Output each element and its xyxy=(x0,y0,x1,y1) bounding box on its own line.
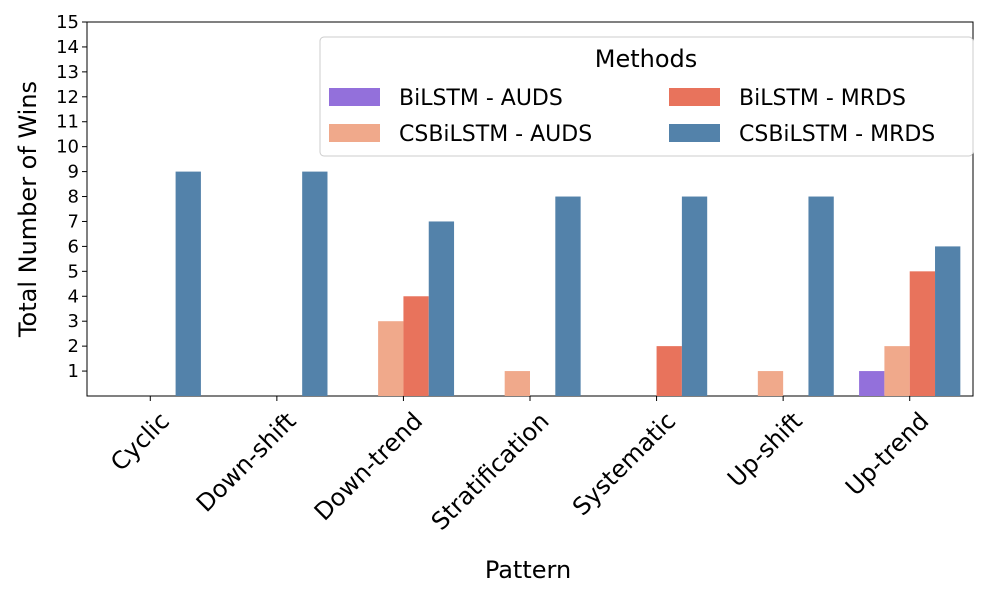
bar xyxy=(935,246,961,396)
y-tick-label: 5 xyxy=(68,261,79,282)
x-axis-ticks: Cyclic Down-shift Down-trendStratification… xyxy=(105,396,934,536)
y-tick-label: 15 xyxy=(56,12,79,33)
bar xyxy=(808,196,834,396)
y-tick-label: 4 xyxy=(68,286,79,307)
bar xyxy=(555,196,581,396)
bar xyxy=(681,196,708,396)
bar xyxy=(302,171,328,396)
y-tick-label: 8 xyxy=(68,187,79,208)
legend-swatch xyxy=(329,88,380,106)
legend: Methods BiLSTM - AUDS BiLSTM - MRDS CSBiLS… xyxy=(319,36,974,157)
x-tick-label: Cyclic xyxy=(105,407,175,477)
x-tick-label: Stratification xyxy=(426,407,555,536)
bar xyxy=(428,221,455,396)
y-tick-label: 12 xyxy=(56,87,79,108)
x-tick-label: Up-shift xyxy=(722,407,808,493)
bar xyxy=(378,321,404,396)
y-tick-label: 14 xyxy=(56,37,79,58)
bar xyxy=(884,346,910,396)
y-axis-title: Total Number of Wins xyxy=(14,81,42,338)
y-tick-label: 13 xyxy=(56,62,79,83)
y-tick-label: 7 xyxy=(68,211,79,232)
bar xyxy=(175,171,201,396)
bars-group xyxy=(175,171,961,396)
y-tick-label: 2 xyxy=(68,336,79,357)
bar xyxy=(504,371,530,396)
bar xyxy=(859,371,885,396)
legend-label: CSBiLSTM - MRDS xyxy=(739,122,935,147)
legend-title: Methods xyxy=(595,45,698,73)
legend-label: BiLSTM - MRDS xyxy=(739,86,906,111)
bar xyxy=(909,271,936,396)
legend-label: CSBiLSTM - AUDS xyxy=(399,122,592,147)
y-tick-label: 10 xyxy=(56,137,79,158)
legend-label: BiLSTM - AUDS xyxy=(399,86,563,111)
x-tick-label: Up-trend xyxy=(840,407,934,501)
legend-swatch xyxy=(329,124,380,142)
x-tick-label: Systematic xyxy=(567,407,681,521)
x-tick-label: Down-shift xyxy=(191,407,302,518)
x-axis-title: Pattern xyxy=(485,556,571,584)
y-tick-label: 9 xyxy=(68,162,79,183)
y-tick-label: 11 xyxy=(56,112,79,133)
legend-frame xyxy=(319,36,974,157)
legend-items: BiLSTM - AUDS BiLSTM - MRDS CSBiLSTM - AUD… xyxy=(329,86,935,147)
y-tick-label: 6 xyxy=(68,236,79,257)
bar xyxy=(403,296,429,396)
y-tick-label: 3 xyxy=(68,311,79,332)
y-tick-label: 1 xyxy=(68,361,79,382)
legend-swatch xyxy=(669,88,720,106)
legend-swatch xyxy=(669,124,720,142)
x-tick-label: Down-trend xyxy=(309,407,428,526)
bar xyxy=(757,371,784,396)
bar xyxy=(656,346,682,396)
